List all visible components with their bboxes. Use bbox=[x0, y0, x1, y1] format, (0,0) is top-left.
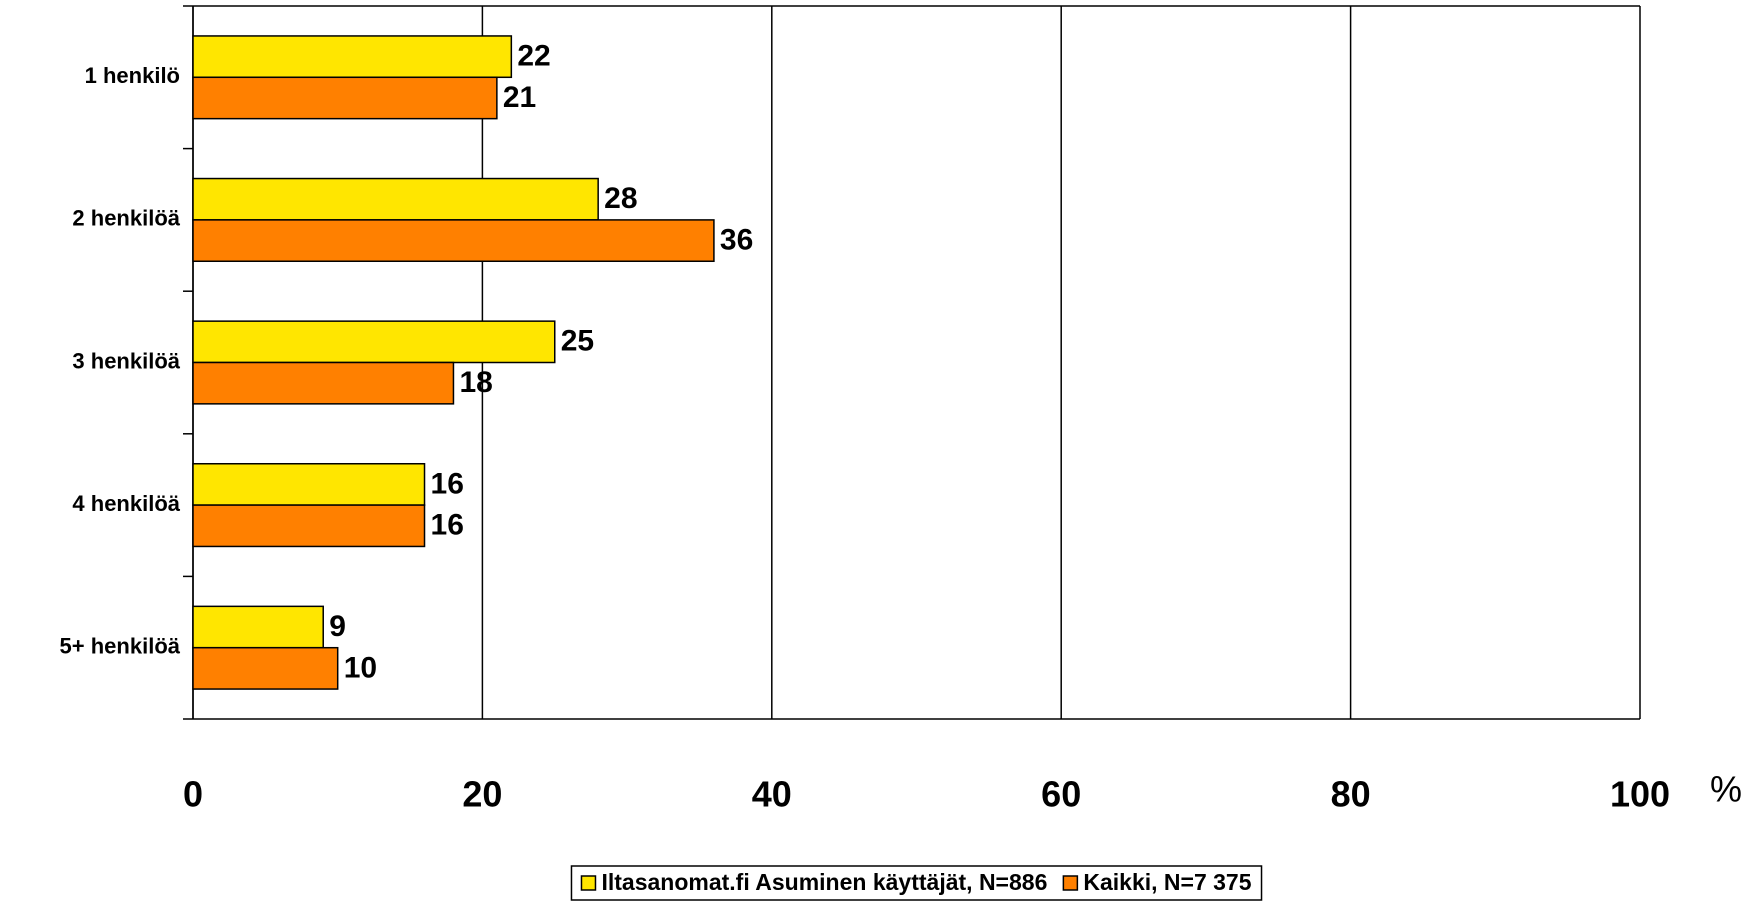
x-tick-label: 20 bbox=[462, 774, 502, 815]
legend-label: Iltasanomat.fi Asuminen käyttäjät, N=886 bbox=[601, 869, 1047, 895]
bar bbox=[192, 504, 426, 548]
y-tick-label: 3 henkilöä bbox=[72, 348, 180, 373]
bar bbox=[192, 361, 455, 405]
bar bbox=[192, 177, 599, 221]
value-label: 28 bbox=[604, 182, 637, 215]
y-tick-label: 1 henkilö bbox=[85, 63, 180, 88]
bar bbox=[192, 219, 715, 263]
value-label: 16 bbox=[431, 509, 464, 542]
x-tick-label: 100 bbox=[1610, 774, 1670, 815]
bar bbox=[192, 646, 339, 690]
value-label: 10 bbox=[344, 651, 377, 684]
x-tick-label: 0 bbox=[183, 774, 203, 815]
legend-box bbox=[570, 865, 1263, 901]
bar bbox=[192, 605, 324, 649]
y-tick-label: 4 henkilöä bbox=[72, 491, 180, 516]
legend-swatch bbox=[1062, 875, 1079, 891]
x-tick-label: 40 bbox=[752, 774, 792, 815]
bar bbox=[192, 35, 513, 79]
x-tick-label: 80 bbox=[1331, 774, 1371, 815]
bar bbox=[192, 462, 426, 506]
y-tick-label: 2 henkilöä bbox=[72, 206, 180, 231]
value-label: 18 bbox=[459, 366, 492, 399]
value-label: 25 bbox=[561, 325, 594, 358]
bar bbox=[192, 76, 498, 120]
legend: Iltasanomat.fi Asuminen käyttäjät, N=886… bbox=[570, 865, 1263, 901]
value-label: 16 bbox=[431, 467, 464, 500]
legend-swatch bbox=[580, 875, 597, 891]
x-tick-label: 60 bbox=[1041, 774, 1081, 815]
y-tick-label: 5+ henkilöä bbox=[60, 634, 181, 659]
x-axis-label: % bbox=[1710, 769, 1742, 810]
value-label: 22 bbox=[517, 40, 550, 73]
value-label: 9 bbox=[329, 610, 346, 643]
bar bbox=[192, 320, 556, 364]
legend-label: Kaikki, N=7 375 bbox=[1083, 869, 1251, 895]
value-label: 36 bbox=[720, 223, 753, 256]
value-label: 21 bbox=[503, 81, 536, 114]
